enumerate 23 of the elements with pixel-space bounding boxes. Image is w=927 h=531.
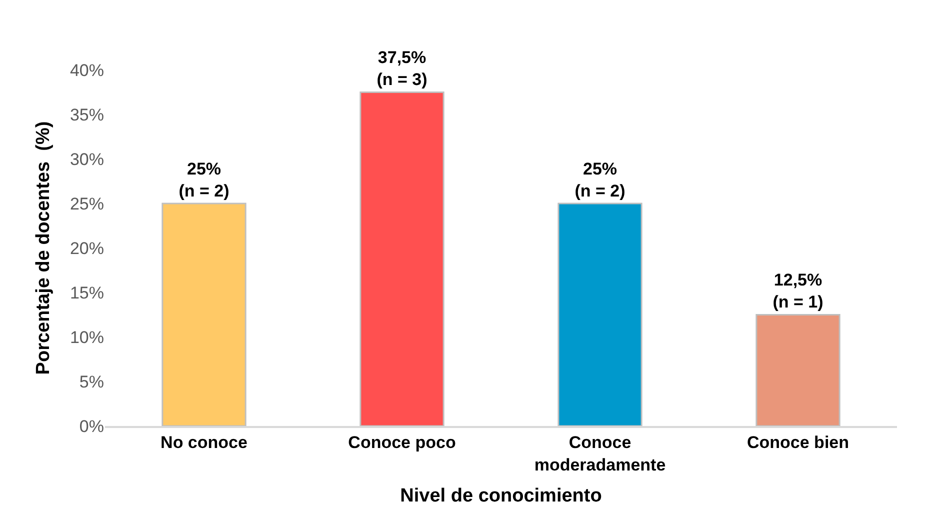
bar [756,314,840,426]
y-tick-label: 5% [79,372,104,392]
y-tick-label: 35% [70,105,104,124]
x-tick-label: Conoce poco [348,433,456,452]
data-label: 12,5% (n = 1) [772,270,824,312]
y-tick-label: 10% [70,328,104,347]
y-tick-label: 20% [70,238,104,258]
x-tick-label: No conoce [160,433,248,452]
bar [558,202,642,426]
bar [360,92,444,426]
data-label: 37,5% (n = 3) [376,48,428,90]
data-label: 25% (n = 2) [178,159,230,200]
bar [162,202,246,426]
x-axis-title: Nivel de conocimiento [400,486,602,507]
y-tick-label: 0% [79,416,104,436]
y-tick-label: 40% [70,60,104,80]
y-tick-label: 25% [70,194,104,214]
data-label: 25% (n = 2) [574,159,626,200]
y-axis-title: Porcentaje de docentes (%) [32,121,54,375]
y-tick-label: 30% [70,150,104,169]
x-tick-label: Conoce moderadamente [534,433,666,474]
x-tick-label: Conoce bien [746,433,850,452]
y-tick-label: 15% [70,283,104,302]
